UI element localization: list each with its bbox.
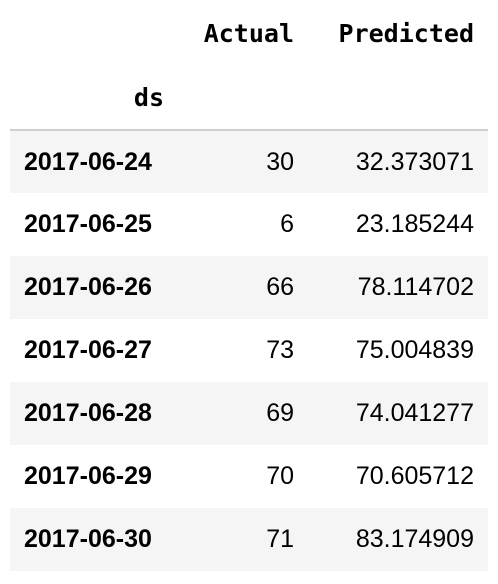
table-row: 2017-06-24 30 32.373071: [10, 130, 488, 193]
index-name-blank: [176, 66, 308, 130]
cell-predicted: 83.174909: [355, 525, 474, 553]
header-actual: Actual: [203, 18, 294, 48]
header-blank: [10, 0, 176, 66]
cell-predicted: 78.114702: [357, 273, 474, 301]
index-name-blank: [308, 66, 488, 130]
row-index: 2017-06-27: [24, 336, 152, 364]
row-index: 2017-06-29: [24, 462, 152, 490]
table-row: 2017-06-30 71 83.174909: [10, 508, 488, 571]
column-header-row: Actual Predicted: [10, 0, 488, 66]
cell-predicted: 23.185244: [355, 210, 474, 238]
cell-actual: 66: [266, 273, 294, 301]
cell-actual: 30: [266, 147, 294, 176]
row-index: 2017-06-30: [24, 525, 152, 553]
cell-actual: 70: [266, 462, 294, 490]
cell-actual: 73: [266, 336, 294, 364]
table-row: 2017-06-25 6 23.185244: [10, 193, 488, 256]
cell-actual: 69: [266, 399, 294, 427]
dataframe-table: Actual Predicted ds 2017-06-24 30 32.373…: [10, 0, 488, 571]
cell-predicted: 74.041277: [355, 399, 474, 427]
index-name-row: ds: [10, 66, 488, 130]
cell-predicted: 32.373071: [355, 147, 474, 176]
row-index: 2017-06-24: [24, 147, 152, 176]
table-header: Actual Predicted ds: [10, 0, 488, 130]
table-row: 2017-06-27 73 75.004839: [10, 319, 488, 382]
header-predicted: Predicted: [338, 18, 474, 48]
cell-actual: 71: [266, 525, 294, 553]
row-index: 2017-06-26: [24, 273, 152, 301]
index-name: ds: [133, 83, 164, 112]
cell-actual: 6: [280, 210, 294, 238]
row-index: 2017-06-28: [24, 399, 152, 427]
table-row: 2017-06-26 66 78.114702: [10, 256, 488, 319]
table-row: 2017-06-28 69 74.041277: [10, 382, 488, 445]
table-body: 2017-06-24 30 32.373071 2017-06-25 6 23.…: [10, 130, 488, 571]
table-row: 2017-06-29 70 70.605712: [10, 445, 488, 508]
cell-predicted: 70.605712: [355, 462, 474, 490]
cell-predicted: 75.004839: [355, 336, 474, 364]
row-index: 2017-06-25: [24, 210, 152, 238]
